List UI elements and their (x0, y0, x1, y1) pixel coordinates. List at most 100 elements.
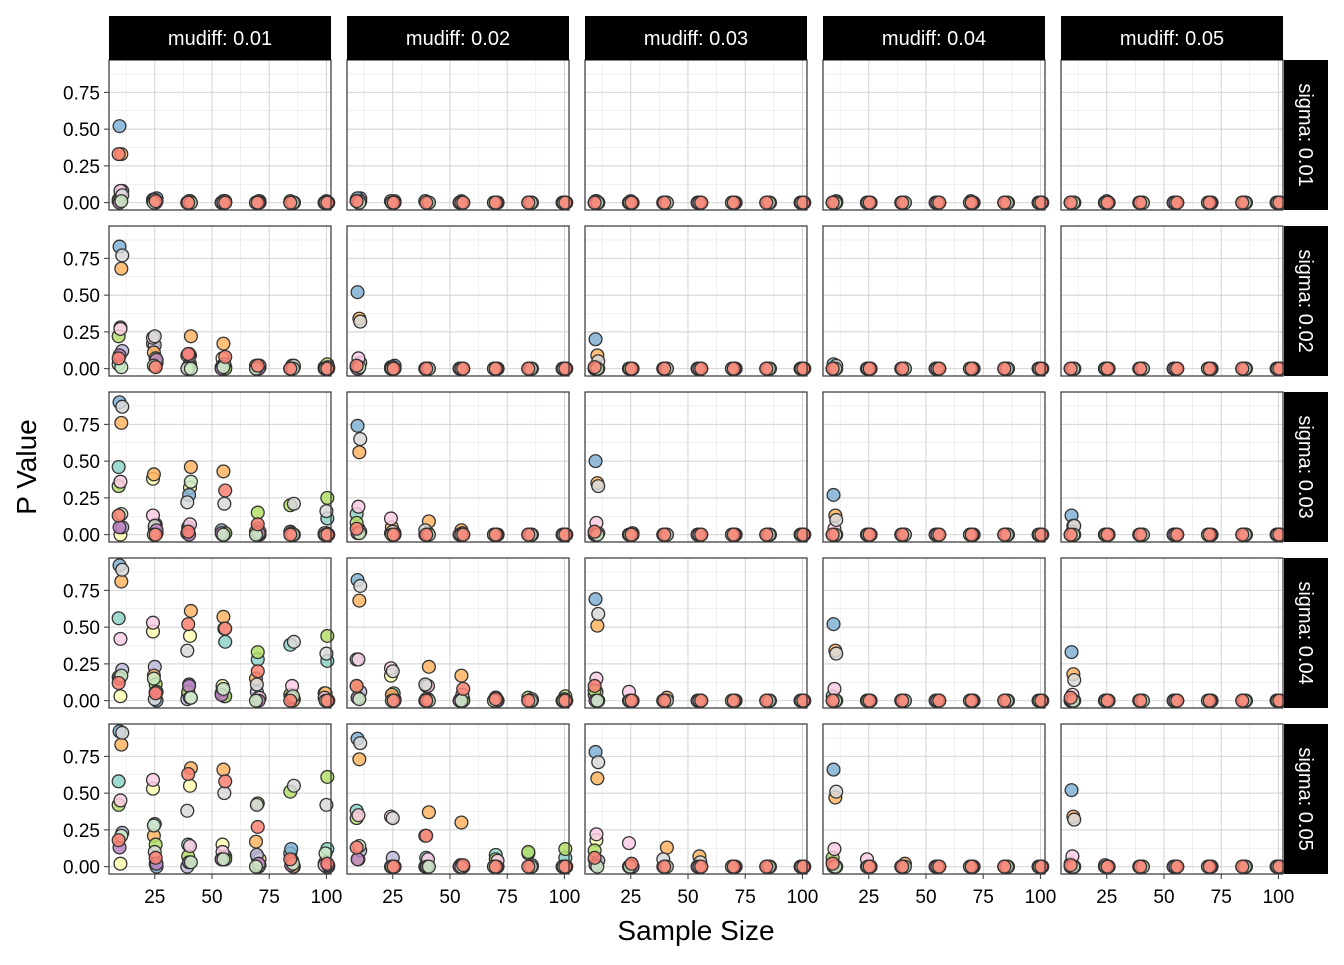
data-point (488, 859, 503, 874)
data-point (558, 841, 573, 857)
data-point (1202, 859, 1217, 874)
data-point (320, 490, 335, 505)
data-point (624, 856, 639, 871)
data-point (386, 361, 401, 376)
data-point (115, 399, 130, 414)
data-point (964, 527, 979, 542)
data-point (386, 527, 401, 542)
data-point (456, 527, 471, 542)
data-point (895, 527, 910, 542)
data-point (183, 855, 198, 870)
data-point (419, 195, 434, 210)
data-point (112, 520, 127, 535)
data-point (1170, 527, 1185, 542)
x-tick-label: 25 (620, 887, 641, 908)
panel-background (347, 392, 569, 542)
y-tick-label: 0.50 (63, 618, 100, 639)
data-point (320, 693, 335, 708)
data-point (590, 618, 605, 633)
data-point (113, 474, 128, 489)
data-point (1272, 527, 1287, 542)
data-point (250, 358, 265, 373)
data-point (657, 195, 672, 210)
data-point (113, 689, 128, 704)
data-point (320, 361, 335, 376)
data-point (115, 562, 130, 577)
data-point (829, 784, 844, 799)
data-point (657, 859, 672, 874)
data-point (1235, 693, 1250, 708)
data-point (997, 693, 1012, 708)
data-point (825, 693, 840, 708)
data-point (997, 195, 1012, 210)
y-tick-label: 0.25 (63, 489, 100, 510)
x-tick-label: 50 (915, 887, 936, 908)
panel-background (1061, 226, 1283, 376)
panel-background (347, 226, 569, 376)
data-point (826, 487, 841, 502)
data-point (351, 499, 366, 514)
panel-border (108, 723, 332, 875)
data-point (1170, 361, 1185, 376)
data-point (624, 361, 639, 376)
panel-border (346, 225, 570, 377)
strips-layer: mudiff: 0.01 mudiff: 0.02 mudiff: 0.03 mudi… (109, 16, 1328, 874)
y-tick-label: 0.50 (63, 784, 100, 805)
grid-layer (109, 60, 1283, 874)
data-point (319, 797, 334, 812)
data-point (350, 418, 365, 433)
data-point (825, 195, 840, 210)
panel-border (1060, 225, 1284, 377)
y-tick-label: 0.75 (63, 83, 100, 104)
data-point (694, 527, 709, 542)
data-point (351, 808, 366, 823)
y-tick-label: 0.00 (63, 360, 100, 381)
data-point (726, 527, 741, 542)
data-point (521, 195, 536, 210)
x-tick-label: 25 (144, 887, 165, 908)
data-point (1063, 361, 1078, 376)
y-tick-label: 0.75 (63, 249, 100, 270)
data-point (286, 778, 301, 793)
frames-layer (108, 59, 1284, 875)
panel-background (1061, 60, 1283, 210)
data-point (385, 811, 400, 826)
data-point (421, 859, 436, 874)
data-point (997, 527, 1012, 542)
data-point (286, 634, 301, 649)
data-point (759, 527, 774, 542)
panel-border (822, 391, 1046, 543)
data-point (216, 852, 231, 867)
data-point (183, 690, 198, 705)
data-point (319, 646, 334, 661)
data-point (964, 361, 979, 376)
data-point (827, 681, 842, 696)
y-tick-label: 0.00 (63, 858, 100, 879)
facet-strip-label: mudiff: 0.01 (168, 28, 272, 50)
data-point (111, 675, 126, 691)
data-point (1034, 693, 1049, 708)
data-point (796, 693, 811, 708)
data-point (419, 828, 434, 843)
data-point (250, 505, 265, 520)
data-point (895, 361, 910, 376)
data-point (113, 631, 128, 646)
data-point (386, 859, 401, 874)
data-point (826, 617, 841, 632)
data-point (216, 681, 231, 696)
data-point (1067, 673, 1082, 688)
data-point (587, 524, 602, 539)
data-point (558, 859, 573, 874)
data-point (1133, 527, 1148, 542)
panel-background (823, 392, 1045, 542)
panel-border (108, 557, 332, 709)
panel-background (823, 226, 1045, 376)
data-point (218, 774, 233, 789)
data-point (454, 668, 469, 683)
data-point (932, 693, 947, 708)
data-point (521, 844, 536, 859)
panel-background (585, 226, 807, 376)
panel-border (1060, 723, 1284, 875)
data-point (113, 793, 128, 808)
y-tick-label: 0.50 (63, 452, 100, 473)
